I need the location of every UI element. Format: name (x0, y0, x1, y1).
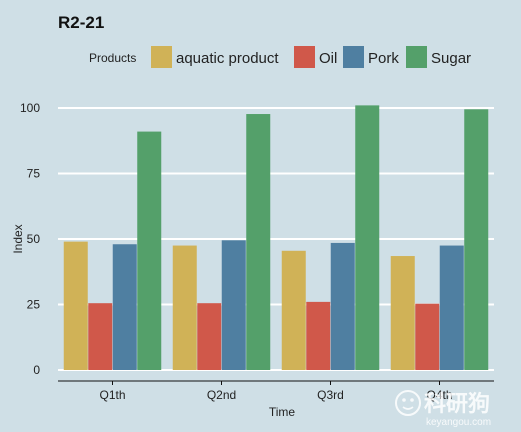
bar-aquatic-product-q3rd (281, 250, 306, 370)
y-tick-label-25: 25 (27, 298, 41, 312)
bar-sugar-q2nd (246, 114, 271, 370)
legend-swatch-aquatic-product (151, 46, 172, 68)
legend-label-oil: Oil (319, 50, 337, 67)
legend-swatch-pork (343, 46, 364, 68)
bars (63, 105, 489, 370)
bar-oil-q3rd (306, 301, 331, 370)
x-tick-label-q3rd: Q3rd (317, 388, 344, 402)
bar-aquatic-product-q1th (63, 241, 88, 370)
bar-pork-q2nd (221, 240, 246, 370)
watermark-subtext: keyangou.com (426, 417, 491, 428)
y-tick-label-75: 75 (27, 167, 41, 181)
bar-pork-q4th (439, 245, 464, 370)
bar-aquatic-product-q2nd (172, 245, 197, 370)
y-tick-label-50: 50 (27, 232, 41, 246)
bar-oil-q1th (88, 303, 113, 370)
bar-oil-q4th (415, 303, 440, 370)
chart-title: R2-21 (58, 13, 104, 32)
legend-title: Products (89, 51, 136, 65)
y-axis-title: Index (11, 224, 25, 253)
legend-swatch-sugar (406, 46, 427, 68)
bar-oil-q2nd (197, 303, 222, 370)
bar-pork-q1th (112, 244, 137, 370)
watermark-dog-icon (395, 390, 421, 416)
x-axis-title: Time (269, 405, 296, 419)
legend-label-sugar: Sugar (431, 50, 471, 67)
y-axis: 0 25 50 75 100 (20, 101, 40, 377)
watermark-text: 科研狗 (424, 391, 490, 416)
bar-sugar-q4th (464, 109, 489, 370)
y-tick-label-0: 0 (33, 363, 40, 377)
x-axis: Q1th Q2nd Q3rd Q4th (58, 380, 494, 402)
legend: Products aquatic product Oil Pork Sugar (89, 46, 471, 68)
bar-pork-q3rd (330, 242, 355, 370)
bar-sugar-q3rd (355, 105, 380, 370)
bar-aquatic-product-q4th (390, 256, 415, 370)
legend-label-aquatic-product: aquatic product (176, 50, 279, 67)
x-tick-label-q2nd: Q2nd (207, 388, 236, 402)
legend-swatch-oil (294, 46, 315, 68)
x-tick-label-q1th: Q1th (99, 388, 125, 402)
x-tick-label-q4th: Q4th (426, 388, 452, 402)
bar-sugar-q1th (137, 131, 162, 370)
y-tick-label-100: 100 (20, 101, 40, 115)
legend-label-pork: Pork (368, 50, 399, 67)
